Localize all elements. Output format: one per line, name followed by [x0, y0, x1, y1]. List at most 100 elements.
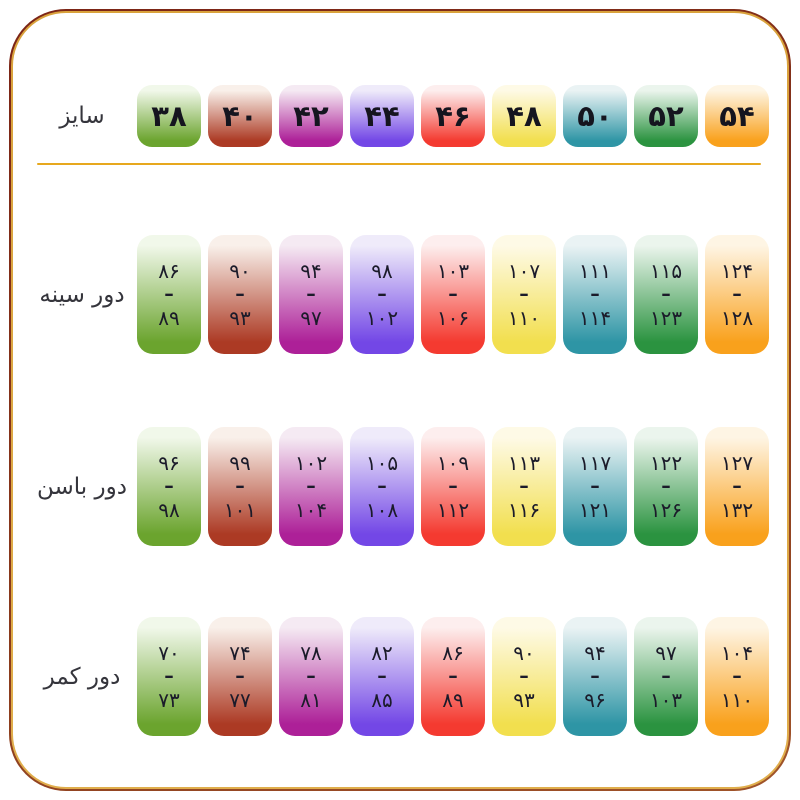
range-to: ۱۲۳	[649, 306, 683, 331]
range-from: ۱۱۱	[578, 258, 612, 283]
range-cell: ۹۸–۱۰۲	[350, 235, 414, 354]
size-chart-card: سایز ۳۸ ۴۰ ۴۲ ۴۴ ۴۶ ۴۸ ۵۰ ۵۲ ۵۴ دور سینه ۸۶–۸۹ ۹۰–…	[13, 13, 787, 787]
size-chart-card-border: سایز ۳۸ ۴۰ ۴۲ ۴۴ ۴۶ ۴۸ ۵۰ ۵۲ ۵۴ دور سینه ۸۶–۸۹ ۹۰–…	[9, 9, 791, 791]
range-dash: –	[661, 664, 671, 687]
header-divider	[37, 163, 761, 165]
range-cell: ۷۰–۷۳	[137, 617, 201, 736]
range-dash: –	[590, 664, 600, 687]
range-dash: –	[732, 474, 742, 497]
range-from: ۱۰۷	[507, 258, 541, 283]
range-cell: ۱۱۷–۱۲۱	[563, 427, 627, 546]
range-from: ۱۲۷	[720, 450, 754, 475]
range-to: ۹۳	[513, 688, 535, 713]
size-badges: ۳۸ ۴۰ ۴۲ ۴۴ ۴۶ ۴۸ ۵۰ ۵۲ ۵۴	[137, 85, 769, 147]
range-to: ۷۳	[158, 688, 180, 713]
range-from: ۸۶	[158, 258, 180, 283]
range-dash: –	[306, 664, 316, 687]
range-dash: –	[661, 282, 671, 305]
size-badge-red: ۴۶	[421, 85, 485, 147]
range-from: ۱۲۲	[649, 450, 683, 475]
size-badge-forest: ۵۲	[634, 85, 698, 147]
size-badge-label: ۴۸	[506, 99, 542, 133]
row-cells-bust: ۸۶–۸۹ ۹۰–۹۳ ۹۴–۹۷ ۹۸–۱۰۲ ۱۰۳–۱۰۶ ۱۰۷–۱۱۰ ۱۱۱–۱…	[137, 235, 769, 354]
range-to: ۱۰۱	[223, 498, 257, 523]
range-from: ۸۲	[371, 640, 393, 665]
range-cell: ۹۰–۹۳	[208, 235, 272, 354]
range-dash: –	[235, 474, 245, 497]
range-dash: –	[519, 474, 529, 497]
range-dash: –	[448, 474, 458, 497]
row-cells-waist: ۷۰–۷۳ ۷۴–۷۷ ۷۸–۸۱ ۸۲–۸۵ ۸۶–۸۹ ۹۰–۹۳ ۹۴–۹۶ ۹۷–۱۰…	[137, 617, 769, 736]
range-cell: ۱۲۷–۱۳۲	[705, 427, 769, 546]
range-cell: ۸۲–۸۵	[350, 617, 414, 736]
range-from: ۱۰۵	[365, 450, 399, 475]
range-dash: –	[164, 474, 174, 497]
size-badge-label: ۴۴	[364, 99, 400, 133]
range-to: ۱۱۰	[507, 306, 541, 331]
range-from: ۱۱۷	[578, 450, 612, 475]
range-from: ۹۰	[229, 258, 251, 283]
range-to: ۹۷	[300, 306, 322, 331]
range-from: ۱۱۳	[507, 450, 541, 475]
range-dash: –	[377, 474, 387, 497]
range-dash: –	[306, 474, 316, 497]
range-dash: –	[590, 282, 600, 305]
range-to: ۸۹	[158, 306, 180, 331]
range-dash: –	[164, 282, 174, 305]
range-to: ۱۱۰	[720, 688, 754, 713]
range-cell: ۹۰–۹۳	[492, 617, 556, 736]
range-to: ۱۰۴	[294, 498, 328, 523]
range-to: ۱۱۴	[578, 306, 612, 331]
range-cell: ۹۴–۹۶	[563, 617, 627, 736]
range-from: ۱۱۵	[649, 258, 683, 283]
size-badge-yellow: ۴۸	[492, 85, 556, 147]
range-cell: ۱۰۵–۱۰۸	[350, 427, 414, 546]
range-cell: ۹۶–۹۸	[137, 427, 201, 546]
range-cell: ۱۱۱–۱۱۴	[563, 235, 627, 354]
range-from: ۹۴	[300, 258, 322, 283]
range-dash: –	[661, 474, 671, 497]
range-cell: ۹۷–۱۰۳	[634, 617, 698, 736]
size-badge-label: ۴۰	[222, 99, 258, 133]
size-badge-violet: ۴۴	[350, 85, 414, 147]
measure-row-bust: دور سینه ۸۶–۸۹ ۹۰–۹۳ ۹۴–۹۷ ۹۸–۱۰۲ ۱۰۳–۱۰۶ ۱۰۷–…	[13, 235, 769, 354]
range-from: ۱۲۴	[720, 258, 754, 283]
measure-row-waist: دور کمر ۷۰–۷۳ ۷۴–۷۷ ۷۸–۸۱ ۸۲–۸۵ ۸۶–۸۹ ۹۰–۹۳ ۹۴–…	[13, 617, 769, 736]
range-to: ۹۶	[584, 688, 606, 713]
measure-row-hip: دور باسن ۹۶–۹۸ ۹۹–۱۰۱ ۱۰۲–۱۰۴ ۱۰۵–۱۰۸ ۱۰۹–۱۱۲…	[13, 427, 769, 546]
range-dash: –	[235, 282, 245, 305]
range-dash: –	[519, 282, 529, 305]
range-from: ۱۰۲	[294, 450, 328, 475]
range-dash: –	[448, 664, 458, 687]
range-from: ۱۰۴	[720, 640, 754, 665]
range-to: ۱۲۱	[578, 498, 612, 523]
range-to: ۸۱	[300, 688, 322, 713]
size-badge-label: ۴۶	[435, 99, 471, 133]
range-from: ۱۰۹	[436, 450, 470, 475]
range-to: ۸۵	[371, 688, 393, 713]
range-cell: ۹۹–۱۰۱	[208, 427, 272, 546]
range-to: ۱۲۶	[649, 498, 683, 523]
range-cell: ۱۱۵–۱۲۳	[634, 235, 698, 354]
range-cell: ۱۰۹–۱۱۲	[421, 427, 485, 546]
range-from: ۹۴	[584, 640, 606, 665]
range-to: ۱۳۲	[720, 498, 754, 523]
range-cell: ۹۴–۹۷	[279, 235, 343, 354]
range-from: ۹۷	[655, 640, 677, 665]
range-to: ۱۰۶	[436, 306, 470, 331]
range-dash: –	[164, 664, 174, 687]
range-to: ۹۸	[158, 498, 180, 523]
range-to: ۱۰۸	[365, 498, 399, 523]
size-badge-label: ۵۴	[719, 99, 755, 133]
range-from: ۷۸	[300, 640, 322, 665]
range-to: ۱۰۲	[365, 306, 399, 331]
range-to: ۸۹	[442, 688, 464, 713]
range-cell: ۱۰۷–۱۱۰	[492, 235, 556, 354]
range-dash: –	[306, 282, 316, 305]
size-badge-label: ۴۲	[293, 99, 329, 133]
range-dash: –	[732, 664, 742, 687]
size-badge-teal: ۵۰	[563, 85, 627, 147]
size-chart-card-border-inner-gold: سایز ۳۸ ۴۰ ۴۲ ۴۴ ۴۶ ۴۸ ۵۰ ۵۲ ۵۴ دور سینه ۸۶–۸۹ ۹۰–…	[11, 11, 789, 789]
range-to: ۹۳	[229, 306, 251, 331]
range-from: ۹۹	[229, 450, 251, 475]
